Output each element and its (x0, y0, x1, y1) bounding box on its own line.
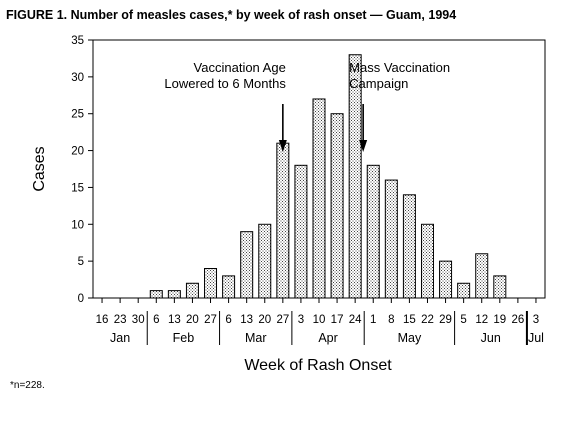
bar (149, 290, 163, 299)
x-tick-label: 3 (298, 314, 304, 326)
y-tick-label: 15 (71, 182, 84, 194)
month-label: Mar (245, 331, 267, 345)
bar (312, 98, 326, 299)
x-tick-label: 8 (388, 314, 394, 326)
bar (348, 54, 362, 299)
x-tick-label: 20 (186, 314, 199, 326)
annotation-text: Campaign (349, 76, 408, 91)
month-label: Jan (110, 331, 130, 345)
month-label: Feb (173, 331, 195, 345)
x-tick-label: 26 (511, 314, 524, 326)
bar (475, 253, 489, 299)
y-tick-label: 20 (71, 146, 84, 158)
x-tick-label: 29 (439, 314, 452, 326)
bar (420, 223, 434, 299)
x-tick-label: 27 (276, 314, 289, 326)
x-tick-label: 1 (370, 314, 376, 326)
month-label: Apr (318, 331, 337, 345)
x-tick-label: 6 (153, 314, 159, 326)
x-tick-label: 5 (460, 314, 466, 326)
x-tick-label: 24 (349, 314, 362, 326)
bar (258, 223, 272, 299)
x-tick-label: 17 (331, 314, 344, 326)
bar (384, 179, 398, 299)
y-tick-label: 0 (78, 293, 84, 305)
bar (294, 164, 308, 299)
x-tick-label: 16 (96, 314, 109, 326)
footnote: *n=228. (10, 380, 45, 391)
x-tick-label: 15 (403, 314, 416, 326)
x-tick-label: 12 (475, 314, 488, 326)
bar (402, 194, 416, 299)
bar (167, 290, 181, 299)
annotation-arrow-head (359, 140, 368, 152)
y-tick-label: 10 (71, 219, 84, 231)
x-tick-label: 27 (204, 314, 217, 326)
bar (276, 142, 290, 299)
y-axis-title: Cases (31, 146, 48, 191)
annotation-arrow-head (278, 140, 287, 152)
annotation-text: Mass Vaccination (349, 60, 450, 75)
bar (457, 282, 471, 299)
month-label: May (398, 331, 422, 345)
month-label: Jul (528, 331, 544, 345)
x-tick-label: 30 (132, 314, 145, 326)
annotation-text: Lowered to 6 Months (164, 76, 286, 91)
annotation-text: Vaccination Age (194, 60, 286, 75)
bar (493, 275, 507, 299)
x-tick-label: 3 (533, 314, 539, 326)
x-tick-label: 19 (493, 314, 506, 326)
month-label: Jun (481, 331, 501, 345)
x-tick-label: 10 (313, 314, 326, 326)
bar (185, 282, 199, 299)
y-tick-label: 30 (71, 72, 84, 84)
bar (222, 275, 236, 299)
y-tick-label: 35 (71, 35, 84, 47)
bar (439, 260, 453, 299)
x-tick-label: 23 (114, 314, 127, 326)
x-tick-label: 13 (168, 314, 181, 326)
chart-title: FIGURE 1. Number of measles cases,* by w… (6, 8, 456, 22)
bar (366, 164, 380, 299)
x-axis-title: Week of Rash Onset (244, 357, 392, 374)
x-tick-label: 6 (225, 314, 231, 326)
x-tick-label: 13 (240, 314, 253, 326)
x-tick-label: 22 (421, 314, 434, 326)
x-tick-label: 20 (258, 314, 271, 326)
y-tick-label: 5 (78, 256, 84, 268)
bar (204, 268, 218, 299)
bar (240, 231, 254, 299)
y-tick-label: 25 (71, 109, 84, 121)
bar (330, 113, 344, 299)
